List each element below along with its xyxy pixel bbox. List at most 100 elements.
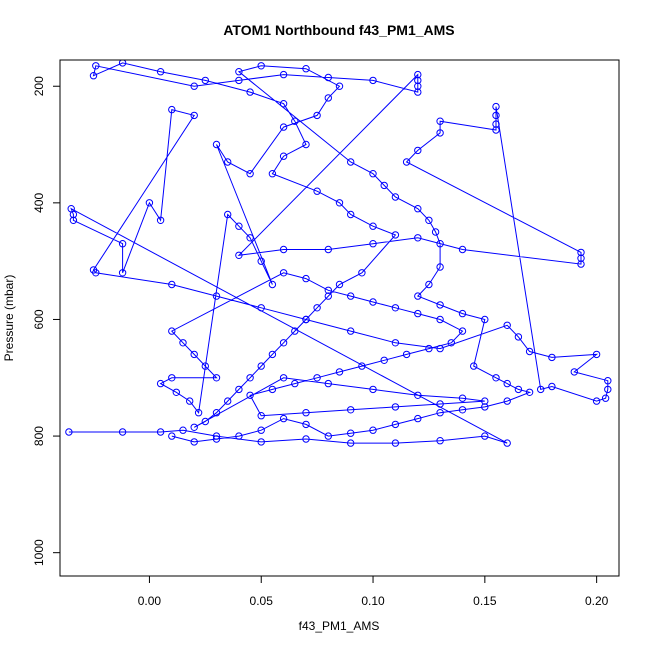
data-point [190,350,198,359]
data-point [481,403,489,411]
data-point [92,269,100,277]
data-point [492,126,500,134]
data-point [235,76,243,85]
data-point [503,397,511,405]
data-point [592,350,601,359]
data-point [302,140,310,149]
data-point [391,339,400,347]
data-point [168,280,176,289]
data-point [503,321,511,329]
data-point [201,76,210,85]
data-point [604,377,612,385]
data-point [279,152,288,160]
chart-title: ATOM1 Northbound f43_PM1_AMS [223,22,454,38]
data-point [212,374,221,382]
data-point [145,199,154,207]
data-point [279,70,288,79]
data-point [570,368,578,376]
data-point [436,315,444,324]
data-point [235,251,243,260]
x-tick-label: 0.10 [361,594,385,608]
data-point [235,385,243,394]
data-point [425,216,433,225]
data-point [235,68,243,76]
data-point [391,231,400,239]
data-point [347,439,355,447]
data-point [324,245,332,254]
plot-frame [59,59,620,577]
data-point [168,432,176,440]
data-point [436,263,444,271]
data-point [172,388,181,396]
data-point [268,280,277,289]
data-point [168,327,176,335]
data-point [414,88,422,96]
data-point [212,292,221,300]
data-point [194,409,203,417]
data-point [436,301,444,309]
data-point [212,435,221,443]
data-point [224,158,232,166]
data-point [391,403,400,411]
data-point [257,362,265,370]
data-point [414,205,422,213]
data-point [458,394,467,402]
data-point [302,420,310,429]
data-point [335,82,344,90]
data-point [548,353,556,362]
data-point [190,82,198,90]
data-point [402,350,411,359]
data-point [224,397,232,405]
data-point [369,426,377,434]
y-tick-label: 1000 [32,539,46,566]
data-point [313,304,321,312]
data-point [156,379,165,388]
data-point [577,254,585,262]
data-point [369,170,377,178]
data-point [436,344,444,353]
data-point [156,68,165,76]
x-tick-label: 0.00 [138,594,162,608]
data-point [257,438,265,446]
data-point [190,438,198,446]
data-point [324,94,332,102]
data-point [503,379,511,388]
data-point [279,339,288,347]
data-point [380,356,388,364]
data-point [503,439,511,447]
data-point [324,379,332,388]
data-point [156,216,165,225]
data-point [313,187,321,195]
data-point [313,374,321,382]
data-point [224,210,232,219]
data-point [302,435,310,443]
data-point [156,428,165,436]
data-point [369,222,377,230]
data-point [118,60,127,67]
data-point [335,280,344,289]
data-point [470,362,478,370]
data-point [492,102,500,111]
data-point [89,72,98,80]
data-point [179,339,187,347]
data-point [436,240,444,248]
data-point [186,397,194,405]
data-point [458,406,467,414]
data-point [369,385,377,394]
data-point [268,170,277,178]
data-point [69,210,78,219]
data-point [179,426,187,434]
data-point [380,181,388,190]
data-point [492,374,500,382]
data-point [168,105,176,114]
data-point [335,368,344,376]
data-point [592,397,601,405]
data-point [279,245,288,254]
x-tick-label: 0.20 [585,594,609,608]
data-point [458,245,467,254]
data-point [481,397,489,405]
data-point [302,409,310,417]
data-point [69,216,78,225]
x-axis-label: f43_PM1_AMS [299,619,380,633]
